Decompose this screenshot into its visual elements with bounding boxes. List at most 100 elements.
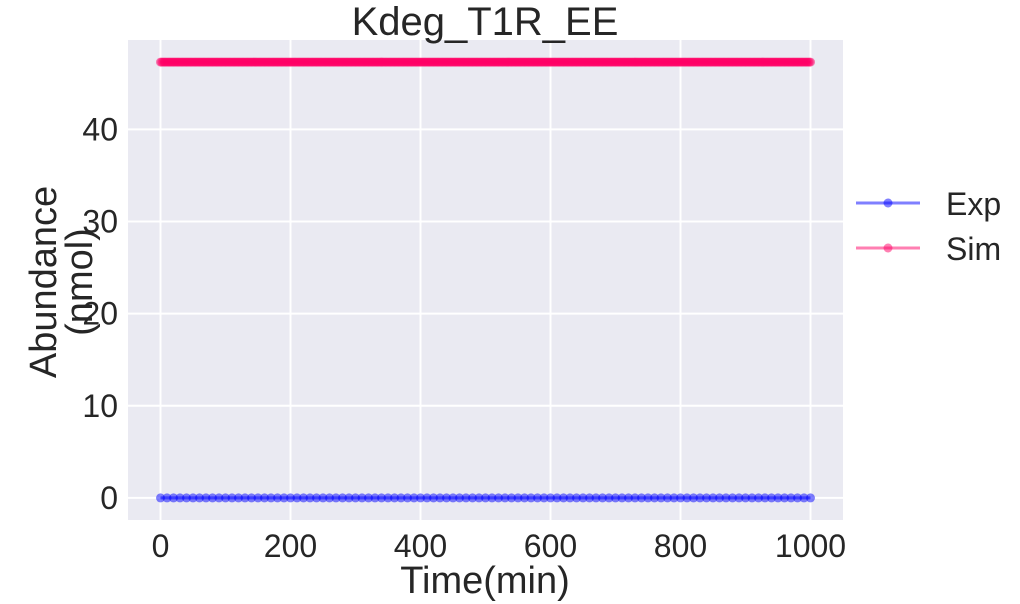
data-point-exp bbox=[773, 493, 783, 503]
data-point-exp bbox=[650, 493, 659, 503]
y-tick-label: 30 bbox=[82, 203, 118, 239]
data-point-exp bbox=[435, 493, 445, 503]
data-point-exp bbox=[474, 493, 484, 503]
data-point-exp bbox=[806, 493, 815, 503]
data-point-exp bbox=[656, 493, 666, 503]
data-point-exp bbox=[273, 493, 282, 503]
data-point-exp bbox=[780, 493, 789, 503]
data-point-exp bbox=[188, 493, 198, 503]
data-point-exp bbox=[240, 493, 250, 503]
data-point-exp bbox=[195, 493, 204, 503]
data-point-exp bbox=[175, 493, 185, 503]
data-point-exp bbox=[214, 493, 224, 503]
x-tick-label: 0 bbox=[152, 528, 170, 564]
legend-item-exp: Exp bbox=[856, 186, 1001, 222]
data-point-exp bbox=[201, 493, 211, 503]
data-point-exp bbox=[162, 493, 172, 503]
data-point-exp bbox=[663, 493, 672, 503]
data-point-exp bbox=[611, 493, 620, 503]
data-point-exp bbox=[585, 493, 594, 503]
data-point-exp bbox=[526, 493, 536, 503]
data-point-exp bbox=[468, 493, 477, 503]
data-point-exp bbox=[344, 493, 354, 503]
data-point-exp bbox=[481, 493, 490, 503]
data-point-exp bbox=[312, 493, 321, 503]
data-point-exp bbox=[728, 493, 737, 503]
data-point-exp bbox=[507, 493, 516, 503]
data-point-exp bbox=[325, 493, 334, 503]
y-axis-label-line1: Abundance bbox=[23, 186, 65, 378]
data-point-exp bbox=[591, 493, 601, 503]
data-point-exp bbox=[461, 493, 471, 503]
data-point-exp bbox=[715, 493, 724, 503]
data-point-exp bbox=[182, 493, 191, 503]
data-point-exp bbox=[390, 493, 399, 503]
data-point-exp bbox=[442, 493, 451, 503]
data-point-exp bbox=[227, 493, 237, 503]
data-point-exp bbox=[702, 493, 711, 503]
data-point-exp bbox=[416, 493, 425, 503]
data-point-exp bbox=[247, 493, 256, 503]
data-point-exp bbox=[572, 493, 581, 503]
data-point-exp bbox=[767, 493, 776, 503]
data-point-exp bbox=[754, 493, 763, 503]
x-tick-label: 200 bbox=[264, 528, 317, 564]
data-point-exp bbox=[695, 493, 705, 503]
data-point-exp bbox=[630, 493, 640, 503]
data-point-exp bbox=[318, 493, 328, 503]
legend-label-sim: Sim bbox=[946, 231, 1001, 267]
data-point-exp bbox=[760, 493, 770, 503]
data-point-exp bbox=[221, 493, 230, 503]
data-point-exp bbox=[396, 493, 406, 503]
data-point-exp bbox=[338, 493, 347, 503]
data-point-exp bbox=[734, 493, 744, 503]
data-point-exp bbox=[377, 493, 386, 503]
data-point-exp bbox=[552, 493, 562, 503]
data-point-exp bbox=[279, 493, 289, 503]
chart-title: Kdeg_T1R_EE bbox=[352, 0, 619, 44]
data-point-exp bbox=[266, 493, 276, 503]
data-point-exp bbox=[448, 493, 458, 503]
data-point-exp bbox=[429, 493, 438, 503]
x-axis-label: Time(min) bbox=[400, 560, 570, 602]
y-tick-label: 40 bbox=[82, 111, 118, 147]
data-point-sim bbox=[806, 57, 815, 67]
data-point-exp bbox=[604, 493, 614, 503]
x-tick-label: 600 bbox=[524, 528, 577, 564]
data-point-exp bbox=[513, 493, 523, 503]
data-point-exp bbox=[234, 493, 243, 503]
data-point-exp bbox=[500, 493, 510, 503]
y-tick-label: 10 bbox=[82, 388, 118, 424]
x-tick-label: 1000 bbox=[775, 528, 846, 564]
data-point-exp bbox=[799, 493, 809, 503]
legend-item-sim: Sim bbox=[856, 231, 1001, 267]
data-point-exp bbox=[689, 493, 698, 503]
y-axis-label: Abundance (nmol) bbox=[23, 186, 101, 378]
data-point-exp bbox=[169, 493, 178, 503]
legend-marker-sim bbox=[883, 243, 893, 253]
data-point-exp bbox=[741, 493, 750, 503]
y-tick-label: 0 bbox=[100, 480, 118, 516]
data-point-exp bbox=[637, 493, 646, 503]
series-layer bbox=[156, 57, 815, 503]
data-point-exp bbox=[708, 493, 718, 503]
data-point-exp bbox=[253, 493, 263, 503]
data-point-exp bbox=[370, 493, 380, 503]
x-tick-label: 800 bbox=[654, 528, 707, 564]
data-point-exp bbox=[669, 493, 679, 503]
data-point-exp bbox=[286, 493, 295, 503]
data-point-exp bbox=[747, 493, 757, 503]
data-point-exp bbox=[403, 493, 412, 503]
legend-label-exp: Exp bbox=[946, 186, 1001, 222]
data-point-exp bbox=[383, 493, 393, 503]
data-point-exp bbox=[299, 493, 308, 503]
data-point-exp bbox=[208, 493, 217, 503]
data-point-exp bbox=[260, 493, 269, 503]
data-point-exp bbox=[546, 493, 555, 503]
data-point-exp bbox=[643, 493, 653, 503]
data-point-exp bbox=[721, 493, 731, 503]
y-axis-label-line2: (nmol) bbox=[59, 228, 101, 336]
data-point-exp bbox=[533, 493, 542, 503]
data-point-exp bbox=[578, 493, 588, 503]
